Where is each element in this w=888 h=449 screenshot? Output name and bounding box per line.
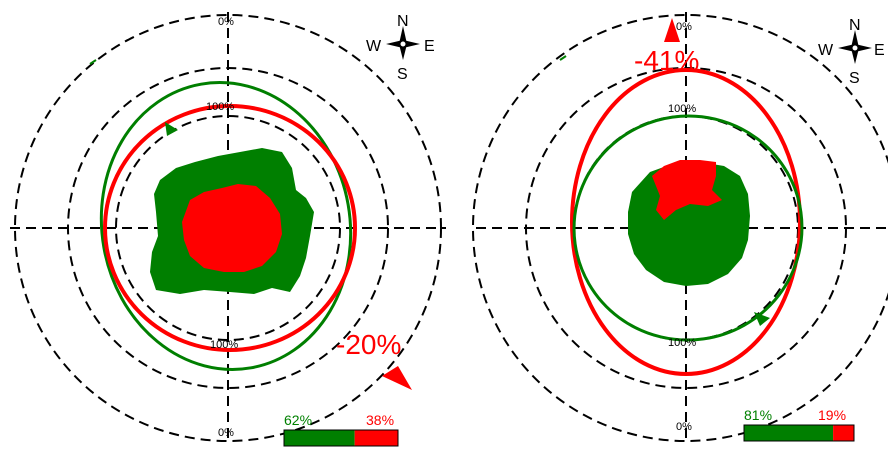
green-marker-icon — [754, 312, 770, 326]
compass-north-label: N — [397, 13, 409, 30]
left-polar-panel: 0% 100% 100% 0% N S E W -20% 62% 38% — [10, 12, 446, 447]
green-tick-mark — [559, 55, 567, 61]
green-marker-icon — [165, 122, 178, 136]
proportion-bar: 81% 19% — [743, 407, 855, 442]
bar-red-label: 19% — [818, 407, 846, 423]
bar-green-segment — [744, 425, 834, 441]
compass-south-label: S — [397, 66, 408, 83]
bar-frame — [283, 429, 399, 447]
bar-red-label: 38% — [366, 412, 394, 428]
tick-label-top: 0% — [218, 16, 234, 28]
tick-label-bottom: 0% — [218, 427, 234, 439]
bar-red-segment — [354, 430, 398, 446]
red-arrow-marker-icon — [382, 366, 412, 390]
compass-north-label: N — [849, 17, 861, 34]
compass-east-label: E — [424, 38, 435, 55]
green-region — [628, 162, 750, 286]
compass-west-label: W — [818, 42, 834, 59]
red-region — [652, 160, 722, 220]
green-outline-curve — [572, 114, 804, 342]
tick-label-inner-top: 100% — [668, 103, 696, 115]
proportion-bar: 62% 38% — [283, 412, 399, 447]
inner-ring — [115, 115, 341, 341]
green-outline-curve — [99, 81, 353, 371]
tick-label-inner-bottom: 100% — [210, 339, 238, 351]
tick-label-inner-top: 100% — [206, 101, 234, 113]
bar-green-label: 62% — [284, 412, 312, 428]
red-outline-curve — [570, 68, 802, 376]
outer-ring — [14, 14, 442, 442]
bar-red-segment — [833, 425, 854, 441]
bar-frame — [743, 424, 855, 442]
compass-east-label: E — [874, 42, 885, 59]
bar-green-segment — [284, 430, 355, 446]
green-tick-mark — [89, 59, 97, 65]
red-outline-curve — [103, 104, 357, 352]
tick-label-bottom: 0% — [676, 421, 692, 433]
red-region — [182, 184, 282, 272]
bar-green-label: 81% — [744, 407, 772, 423]
tick-label-top: 0% — [676, 21, 692, 33]
change-percentage-label: -20% — [336, 329, 401, 360]
tick-label-inner-bottom: 100% — [668, 337, 696, 349]
compass-rose-icon: N S E W — [818, 17, 885, 87]
compass-south-label: S — [849, 70, 860, 87]
change-percentage-label: -41% — [634, 45, 699, 76]
compass-west-label: W — [366, 38, 382, 55]
red-arrow-marker-icon — [664, 18, 680, 42]
right-polar-panel: 0% 100% 100% 0% N S E W -41% 81% 19% — [472, 12, 888, 444]
compass-rose-icon: N S E W — [366, 13, 435, 83]
